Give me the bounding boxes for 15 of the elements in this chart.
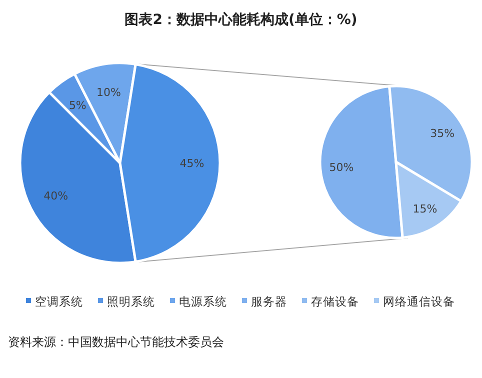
legend-label: 服务器 [251,294,287,308]
data-label: 40% [44,190,68,203]
data-label: 50% [329,160,354,174]
data-label: 35% [430,127,455,140]
data-label: 45% [180,157,204,170]
legend-label: 空调系统 [35,294,83,308]
data-label: 10% [96,86,121,99]
legend-label: 照明系统 [107,294,155,308]
legend-label: 电源系统 [179,294,227,308]
data-label: 15% [412,202,438,216]
legend-label: 存储设备 [311,294,359,308]
data-label: 5% [68,98,86,112]
chart-title: 图表2：数据中心能耗构成(单位：%) [124,11,358,28]
text: 资料来源：中国数据中心节能技术委员会 [8,335,224,349]
legend-label: 网络通信设备 [383,294,455,308]
